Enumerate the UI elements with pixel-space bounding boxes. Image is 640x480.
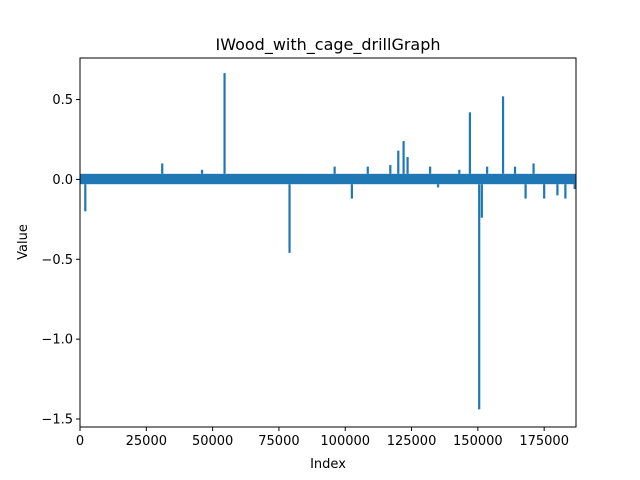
y-axis-label: Value <box>16 224 31 260</box>
x-axis-label: Index <box>310 457 346 472</box>
series-line <box>80 73 576 410</box>
chart-title: IWood_with_cage_drillGraph <box>215 35 440 55</box>
x-tick-label: 150000 <box>453 434 503 449</box>
x-tick-label: 50000 <box>192 434 233 449</box>
y-tick-label: 0.0 <box>52 173 73 188</box>
x-tick-label: 175000 <box>519 434 569 449</box>
y-axis-ticks: 0.5 0.0 −0.5 −1.0 −1.5 <box>41 93 80 428</box>
y-tick-label: −0.5 <box>41 253 73 268</box>
x-tick-label: 25000 <box>126 434 167 449</box>
x-tick-label: 75000 <box>258 434 299 449</box>
x-axis-ticks: 0 25000 50000 75000 100000 125000 150000 175000 <box>76 427 569 449</box>
x-tick-label: 0 <box>76 434 84 449</box>
plot-area: 0 25000 50000 75000 100000 125000 150000 175000… <box>41 57 577 449</box>
axes-frame <box>79 57 577 428</box>
x-tick-label: 125000 <box>387 434 437 449</box>
y-tick-label: 0.5 <box>52 93 73 108</box>
series-noise-band <box>80 173 576 185</box>
y-tick-label: −1.0 <box>41 333 73 348</box>
x-tick-label: 100000 <box>320 434 370 449</box>
y-tick-label: −1.5 <box>41 413 73 428</box>
